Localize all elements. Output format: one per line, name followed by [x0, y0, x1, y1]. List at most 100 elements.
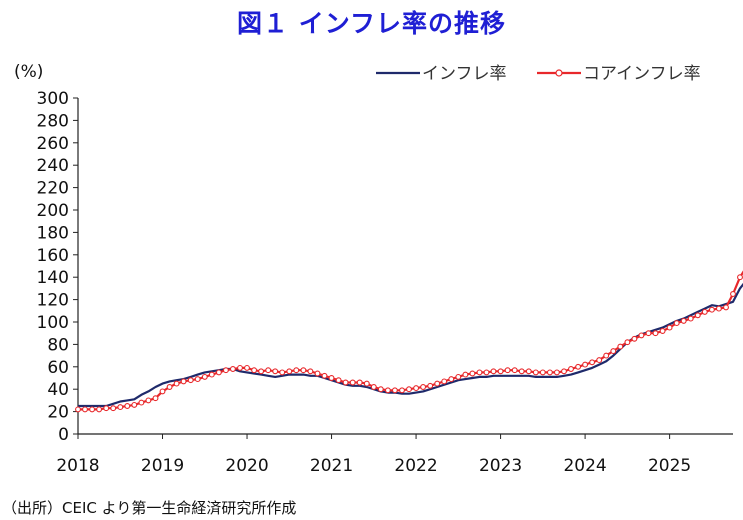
- chart-axes: [77, 98, 733, 435]
- series-1-point: [110, 405, 117, 412]
- series-1-point: [215, 369, 222, 376]
- legend-marker-1: [555, 69, 563, 77]
- series-1-point: [561, 368, 567, 375]
- series-1-point: [145, 397, 152, 404]
- series-1-point: [335, 377, 342, 384]
- series-1-point: [715, 305, 722, 312]
- series-1-point: [511, 367, 518, 374]
- series-1-point: [413, 385, 420, 392]
- series-1-point: [314, 370, 321, 377]
- series-1-point: [131, 401, 138, 408]
- series-1-point: [279, 369, 286, 376]
- series-1-point: [391, 387, 398, 394]
- series-1-point: [187, 377, 194, 384]
- series-1-point: [638, 332, 645, 339]
- y-tick-label: 60: [47, 358, 69, 378]
- series-1-point: [701, 308, 708, 315]
- y-axis-unit-label: (%): [14, 62, 44, 82]
- series-1-point: [455, 373, 462, 380]
- series-1-point: [208, 371, 215, 378]
- series-1-point: [553, 369, 560, 376]
- series-1-point: [427, 382, 434, 389]
- series-1-point: [476, 369, 483, 376]
- series-1-point: [532, 369, 539, 376]
- series-1-point: [124, 403, 131, 409]
- series-1-point: [596, 357, 603, 364]
- series-1-point: [525, 368, 532, 375]
- series-1-point: [75, 406, 81, 413]
- series-1-point: [617, 343, 624, 350]
- series-1-point: [406, 386, 412, 393]
- series-line-1: [78, 270, 743, 411]
- series-1-point: [624, 339, 631, 346]
- series-1-point: [483, 369, 490, 376]
- legend-label-0: インフレ率: [422, 64, 507, 84]
- series-1-point: [723, 304, 729, 311]
- series-1-point: [420, 384, 427, 390]
- y-tick-label: 300: [37, 89, 69, 109]
- series-1-point: [631, 335, 638, 342]
- series-1-point: [152, 395, 159, 402]
- series-1-point: [694, 312, 701, 319]
- series-1-point: [251, 367, 258, 374]
- y-tick-label: 0: [58, 425, 69, 445]
- series-1-point: [708, 306, 715, 313]
- y-tick-label: 180: [37, 223, 69, 243]
- series-1-point: [462, 371, 469, 378]
- series-1-point: [737, 274, 743, 281]
- chart-legend: インフレ率 コアインフレ率: [376, 64, 701, 84]
- series-1-point: [610, 348, 617, 355]
- y-tick-label: 240: [37, 156, 69, 176]
- series-layer: [75, 270, 743, 413]
- x-axis-ticks: 2018 2019 2020 2021 2022 2023 2024 2025: [56, 434, 691, 476]
- series-1-point: [434, 380, 441, 387]
- series-1-point: [307, 368, 314, 375]
- series-1-point: [652, 330, 659, 337]
- y-tick-label: 200: [37, 201, 69, 221]
- series-1-point: [229, 366, 236, 372]
- series-1-point: [589, 359, 596, 366]
- series-1-point: [659, 328, 666, 334]
- x-tick-label: 2022: [394, 456, 437, 476]
- x-tick-label: 2019: [141, 456, 184, 476]
- y-tick-label: 100: [37, 313, 69, 333]
- x-tick-label: 2024: [563, 456, 606, 476]
- series-1-point: [370, 384, 377, 390]
- series-1-point: [497, 368, 504, 375]
- series-1-point: [173, 380, 180, 387]
- y-tick-label: 160: [37, 246, 69, 266]
- series-1-point: [680, 317, 687, 324]
- series-1-point: [272, 368, 279, 375]
- series-1-point: [201, 373, 208, 380]
- y-tick-label: 260: [37, 134, 69, 154]
- series-1-point: [342, 379, 349, 386]
- series-line-0: [78, 282, 743, 408]
- x-tick-label: 2021: [310, 456, 353, 476]
- series-1-point: [244, 364, 250, 371]
- x-tick-label: 2023: [479, 456, 522, 476]
- series-1-point: [293, 367, 300, 374]
- y-tick-label: 220: [37, 179, 69, 199]
- series-1-point: [300, 367, 307, 374]
- series-1-point: [82, 406, 88, 413]
- series-1-point: [448, 376, 455, 383]
- series-1-point: [96, 406, 103, 413]
- series-1-point: [356, 379, 363, 386]
- series-1-point: [180, 378, 187, 385]
- series-1-point: [518, 368, 525, 375]
- series-1-point: [194, 376, 201, 383]
- series-1-point: [504, 367, 511, 374]
- series-1-point: [377, 386, 384, 393]
- series-1-point: [363, 380, 370, 387]
- series-1-point: [258, 368, 265, 375]
- series-1-point: [349, 379, 356, 386]
- series-1-point: [469, 370, 476, 377]
- x-tick-label: 2018: [56, 456, 99, 476]
- series-1-point: [568, 366, 574, 372]
- series-1-point: [237, 364, 243, 371]
- source-note: （出所）CEIC より第一生命経済研究所作成: [2, 499, 297, 517]
- series-1-point: [265, 367, 272, 374]
- series-1-point: [666, 324, 673, 331]
- series-1-point: [321, 372, 328, 379]
